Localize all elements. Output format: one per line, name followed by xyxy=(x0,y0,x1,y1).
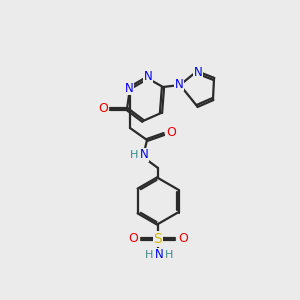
Text: O: O xyxy=(98,103,108,116)
Text: N: N xyxy=(175,77,183,91)
Text: H: H xyxy=(165,250,173,260)
Text: O: O xyxy=(178,232,188,245)
Text: N: N xyxy=(194,65,202,79)
Text: H: H xyxy=(145,250,153,260)
Text: N: N xyxy=(140,148,148,161)
Text: H: H xyxy=(130,150,138,160)
Text: N: N xyxy=(154,248,164,262)
Text: S: S xyxy=(154,232,162,246)
Text: N: N xyxy=(144,70,152,83)
Text: N: N xyxy=(124,82,134,94)
Text: O: O xyxy=(166,127,176,140)
Text: O: O xyxy=(128,232,138,245)
